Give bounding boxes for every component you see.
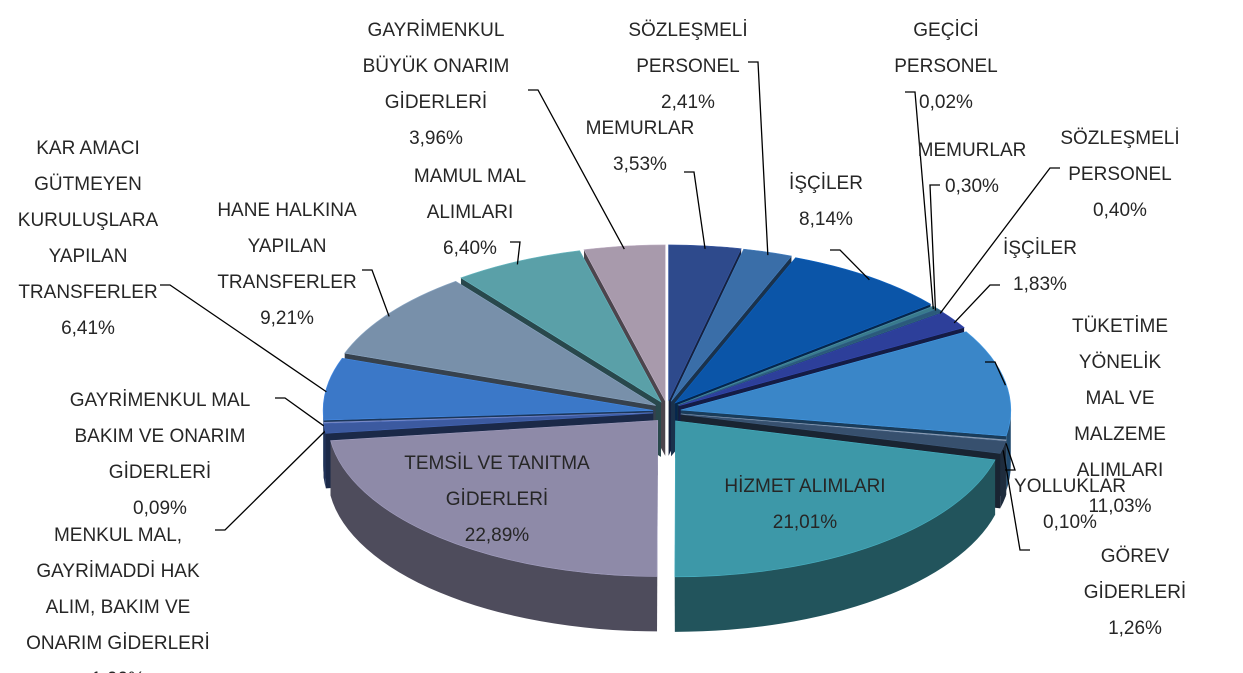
data-label: GÖREV GİDERLERİ 1,26%	[1081, 539, 1189, 647]
category-label: TEMSİL VE TANITMA GİDERLERİ	[404, 453, 590, 510]
slice-top	[674, 257, 932, 404]
leader-line	[275, 397, 325, 427]
leader-line	[160, 284, 327, 393]
leader-line	[1005, 443, 1016, 471]
data-label: KAR AMACI GÜTMEYEN KURULUŞLARA YAPILAN T…	[18, 131, 158, 347]
category-label: GÖREV GİDERLERİ	[1083, 546, 1187, 603]
value-label: 1,00%	[26, 662, 210, 673]
slice-top	[680, 414, 1007, 454]
data-label: TEMSİL VE TANITMA GİDERLERİ 22,89%	[404, 446, 589, 554]
slice-wall	[323, 423, 326, 489]
data-label: GEÇİCİ PERSONEL 0,02%	[894, 13, 997, 121]
category-label: İŞÇİLER	[1003, 238, 1077, 259]
category-label: MENKUL MAL, GAYRİMADDİ HAK ALIM, BAKIM V…	[26, 525, 210, 654]
data-label: YOLLUKLAR 0,10%	[1014, 469, 1126, 541]
data-label: GAYRİMENKUL BÜYÜK ONARIM GİDERLERİ 3,96%	[363, 13, 510, 157]
category-label: SÖZLEŞMELİ PERSONEL	[1060, 128, 1180, 185]
leader-line	[830, 249, 870, 281]
category-label: GAYRİMENKUL BÜYÜK ONARIM GİDERLERİ	[362, 20, 510, 113]
value-label: 0,10%	[1043, 512, 1097, 533]
slice	[330, 420, 659, 632]
value-label: 21,01%	[772, 512, 838, 533]
category-label: SÖZLEŞMELİ PERSONEL	[628, 20, 748, 77]
slice-top	[680, 413, 1007, 442]
leader-line	[684, 171, 706, 249]
value-label: 0,30%	[945, 176, 999, 197]
category-label: GEÇİCİ PERSONEL	[894, 20, 998, 77]
slice-top	[344, 280, 656, 406]
value-label: 1,26%	[1108, 618, 1162, 639]
category-label: YOLLUKLAR	[1014, 476, 1126, 497]
slice-top	[583, 244, 666, 402]
slice	[674, 420, 996, 632]
slice-wall	[330, 440, 658, 632]
value-label: 11,03%	[1088, 496, 1152, 517]
slice-top	[678, 308, 944, 406]
value-label: 6,41%	[61, 318, 115, 339]
leader-line	[1002, 450, 1030, 551]
category-label: HİZMET ALIMLARI	[724, 476, 886, 497]
leader-line	[215, 431, 326, 531]
value-label: 9,21%	[260, 308, 314, 329]
value-label: 0,40%	[1093, 200, 1147, 221]
category-label: MEMURLAR	[917, 140, 1027, 161]
slice-top	[322, 357, 654, 421]
category-label: KAR AMACI GÜTMEYEN KURULUŞLARA YAPILAN T…	[17, 138, 159, 303]
slice-wall	[674, 459, 996, 632]
slice-top	[323, 412, 654, 424]
value-label: 0,09%	[133, 498, 187, 519]
data-label: SÖZLEŞMELİ PERSONEL 0,40%	[1060, 121, 1179, 229]
category-label: MAMUL MAL ALIMLARI	[413, 166, 527, 223]
slice-top	[323, 412, 654, 434]
data-label: İŞÇİLER 8,14%	[789, 166, 863, 238]
leader-line	[510, 241, 521, 265]
data-label: MENKUL MAL, GAYRİMADDİ HAK ALIM, BAKIM V…	[26, 518, 210, 673]
data-label: GAYRİMENKUL MAL BAKIM VE ONARIM GİDERLER…	[70, 383, 251, 527]
value-label: 3,53%	[613, 154, 667, 175]
value-label: 1,83%	[1013, 274, 1067, 295]
data-label: MEMURLAR 3,53%	[586, 111, 695, 183]
data-label: İŞÇİLER 1,83%	[1003, 231, 1077, 303]
value-label: 6,40%	[443, 238, 497, 259]
slice-top	[678, 312, 965, 407]
data-label: MAMUL MAL ALIMLARI 6,40%	[414, 159, 526, 267]
slice-top	[674, 420, 996, 578]
category-label: İŞÇİLER	[789, 173, 863, 194]
slice-top	[680, 331, 1012, 437]
leader-line	[953, 284, 1000, 324]
leader-line	[929, 184, 940, 311]
value-label: 2,41%	[661, 92, 715, 113]
category-label: TÜKETİME YÖNELİK MAL VE MALZEME ALIMLARI	[1071, 316, 1169, 481]
data-label: HİZMET ALIMLARI 21,01%	[724, 469, 885, 541]
leader-line	[939, 167, 1060, 314]
value-label: 8,14%	[799, 209, 853, 230]
category-label: GAYRİMENKUL MAL BAKIM VE ONARIM GİDERLER…	[69, 390, 251, 483]
value-label: 0,02%	[919, 92, 973, 113]
category-label: HANE HALKINA YAPILAN TRANSFERLER	[217, 200, 357, 293]
value-label: 22,89%	[464, 525, 530, 546]
data-label: TÜKETİME YÖNELİK MAL VE MALZEME ALIMLARI…	[1059, 309, 1182, 525]
value-label: 3,96%	[409, 128, 463, 149]
leader-line	[362, 269, 390, 317]
leader-line	[985, 361, 1007, 386]
slice-top	[330, 420, 659, 577]
leader-line	[528, 89, 625, 250]
data-label: MEMURLAR 0,30%	[918, 133, 1027, 205]
leader-line	[905, 91, 934, 310]
slice-wall	[323, 410, 324, 476]
leader-line	[748, 61, 769, 256]
data-label: SÖZLEŞMELİ PERSONEL 2,41%	[628, 13, 747, 121]
data-label: HANE HALKINA YAPILAN TRANSFERLER 9,21%	[217, 193, 356, 337]
category-label: MEMURLAR	[585, 118, 695, 139]
